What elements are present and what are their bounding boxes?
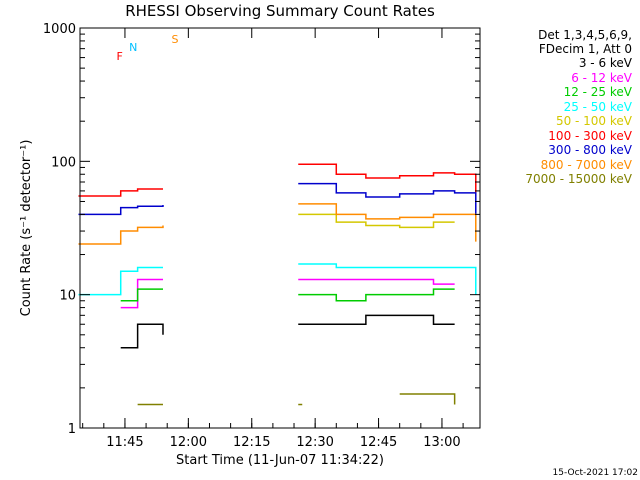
header-line-1: Det 1,3,4,5,6,9, <box>538 28 632 42</box>
legend-entry: 3 - 6 keV <box>578 56 632 70</box>
series-line <box>78 205 164 216</box>
series-line <box>298 163 477 196</box>
y-axis-label: Count Rate (s⁻¹ detector⁻¹) <box>19 140 34 317</box>
series-line <box>399 393 456 405</box>
legend: 3 - 6 keV 6 - 12 keV 12 - 25 keV 25 - 50 ke… <box>472 56 632 187</box>
flag-label: F <box>116 50 122 63</box>
legend-entry: 7000 - 15000 keV <box>525 172 632 186</box>
flag-label: S <box>171 33 178 46</box>
legend-entry: 6 - 12 keV <box>571 70 632 85</box>
y-tick-label: 1000 <box>43 22 76 37</box>
series-line <box>298 213 455 229</box>
legend-header: Det 1,3,4,5,6,9, FDecim 1, Att 0 <box>472 28 632 56</box>
plot-frame <box>79 27 481 429</box>
legend-entry: 100 - 300 keV <box>548 128 632 143</box>
series-line <box>298 278 455 285</box>
series-line <box>78 266 163 296</box>
x-tick-label: 12:45 <box>360 435 397 450</box>
x-axis-label: Start Time (11-Jun-07 11:34:22) <box>176 453 384 468</box>
flag-label: N <box>129 41 137 54</box>
series-line <box>298 203 477 242</box>
plot-layer <box>78 163 477 406</box>
timestamp-stamp: 15-Oct-2021 17:02 <box>552 468 638 478</box>
legend-entry: 25 - 50 keV <box>563 99 632 114</box>
x-tick-label: 13:00 <box>423 435 460 450</box>
y-tick-label: 100 <box>51 155 76 170</box>
x-tick-label: 12:00 <box>170 435 207 450</box>
series-line <box>298 288 455 302</box>
chart-title: RHESSI Observing Summary Count Rates <box>125 2 435 20</box>
x-tick-label: 11:45 <box>106 435 143 450</box>
x-tick-label: 12:15 <box>233 435 270 450</box>
series-line <box>298 263 477 295</box>
x-tick-label: 12:30 <box>296 435 333 450</box>
legend-entry: 300 - 800 keV <box>548 143 632 157</box>
axes-layer: 1 10 100 1000 11:45 12:00 12:15 12:30 12:45 13:00… <box>19 22 481 468</box>
series-line <box>78 188 163 197</box>
series-line <box>120 278 163 309</box>
legend-entry: 800 - 7000 keV <box>540 157 632 172</box>
legend-entry: 12 - 25 keV <box>563 85 632 99</box>
series-line <box>298 314 455 325</box>
y-tick-label: 10 <box>59 289 76 304</box>
series-line <box>298 182 477 218</box>
series-line <box>120 323 164 349</box>
header-line-2: FDecim 1, Att 0 <box>538 42 632 56</box>
y-tick-label: 1 <box>68 422 76 437</box>
series-line <box>120 288 163 302</box>
legend-entry: 50 - 100 keV <box>555 114 632 128</box>
series-line <box>78 225 164 245</box>
